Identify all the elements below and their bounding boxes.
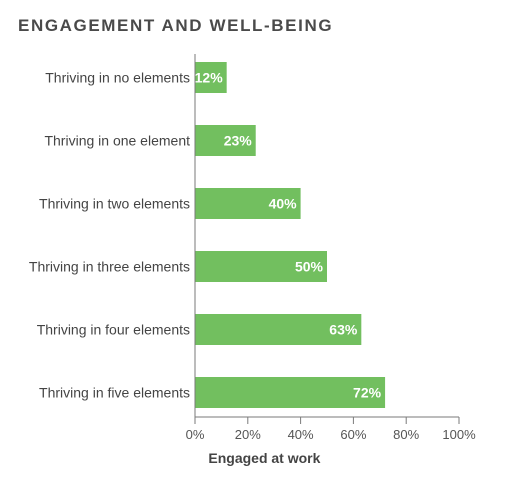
bar [195,251,327,282]
category-label: Thriving in two elements [39,196,190,212]
bar-value-label: 40% [269,196,298,212]
category-labels: Thriving in no elements Thriving in one e… [29,70,190,401]
x-tick-label: 20% [235,427,261,442]
bar-value-label: 23% [224,133,253,149]
value-labels: 12% 23% 40% 50% 63% 72% [195,70,382,401]
bar-value-label: 50% [295,259,324,275]
category-label: Thriving in three elements [29,259,190,275]
x-axis-label: Engaged at work [208,450,320,466]
bar [195,125,256,156]
chart-title: ENGAGEMENT AND WELL-BEING [18,16,333,35]
x-tick-label: 100% [442,427,476,442]
bar [195,314,362,345]
x-tick-label: 80% [393,427,419,442]
bar-value-label: 72% [353,385,382,401]
x-tick-label: 0% [186,427,205,442]
x-tick-label: 40% [288,427,314,442]
category-label: Thriving in no elements [45,70,190,86]
bar-value-label: 63% [329,322,358,338]
bar [195,188,301,219]
bar [195,377,386,408]
bar [195,62,227,93]
category-label: Thriving in five elements [39,385,190,401]
bars-group [195,62,386,408]
bar-value-label: 12% [195,70,224,86]
category-label: Thriving in one element [44,133,190,149]
category-label: Thriving in four elements [37,322,190,338]
x-tick-label: 60% [340,427,366,442]
x-axis-ticks: 0% 20% 40% 60% 80% 100% [186,417,476,442]
